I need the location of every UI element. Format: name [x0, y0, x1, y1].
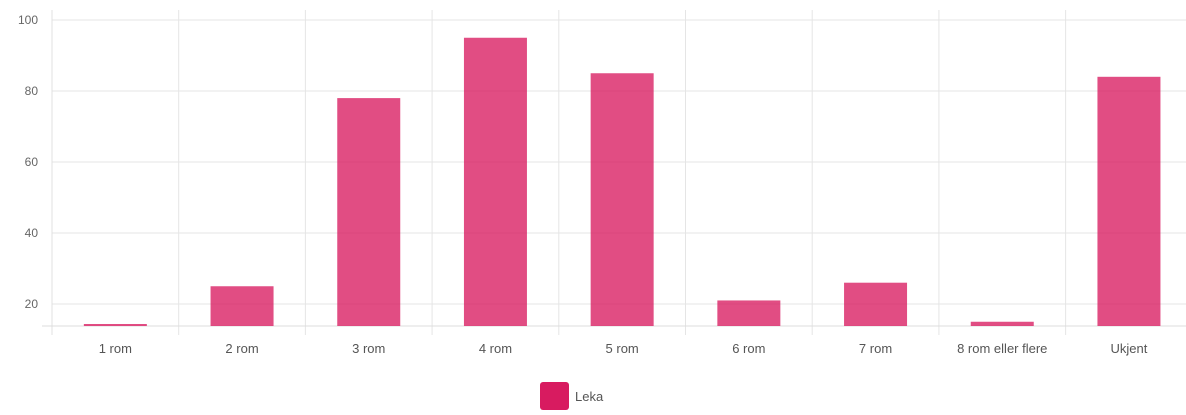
bar[interactable] — [463, 37, 527, 326]
y-tick-label: 100 — [18, 13, 38, 27]
bar[interactable] — [844, 282, 908, 326]
bar[interactable] — [210, 286, 274, 326]
grid-lines — [42, 10, 1186, 335]
bar[interactable] — [717, 300, 781, 326]
y-tick-label: 80 — [25, 84, 39, 98]
bar[interactable] — [590, 73, 654, 326]
x-tick-label: 3 rom — [352, 341, 385, 356]
bar[interactable] — [337, 98, 401, 326]
x-tick-label: 6 rom — [732, 341, 765, 356]
x-tick-label: 7 rom — [859, 341, 892, 356]
y-tick-label: 60 — [25, 155, 39, 169]
bar[interactable] — [83, 324, 147, 326]
y-axis-labels: 20 40 60 80 100 — [18, 13, 38, 311]
x-tick-label: 2 rom — [225, 341, 258, 356]
legend[interactable]: Leka — [540, 382, 604, 410]
bars — [83, 37, 1161, 326]
y-tick-label: 20 — [25, 297, 39, 311]
x-axis-labels: 1 rom 2 rom 3 rom 4 rom 5 rom 6 rom 7 rom 8 rom… — [99, 341, 1148, 356]
legend-swatch — [540, 382, 569, 410]
x-tick-label: 4 rom — [479, 341, 512, 356]
bar[interactable] — [1097, 76, 1161, 326]
x-tick-label: 1 rom — [99, 341, 132, 356]
legend-label: Leka — [575, 389, 604, 404]
x-tick-label: 5 rom — [606, 341, 639, 356]
bar[interactable] — [970, 321, 1034, 326]
x-tick-label: 8 rom eller flere — [957, 341, 1047, 356]
x-tick-label: Ukjent — [1111, 341, 1148, 356]
y-tick-label: 40 — [25, 226, 39, 240]
